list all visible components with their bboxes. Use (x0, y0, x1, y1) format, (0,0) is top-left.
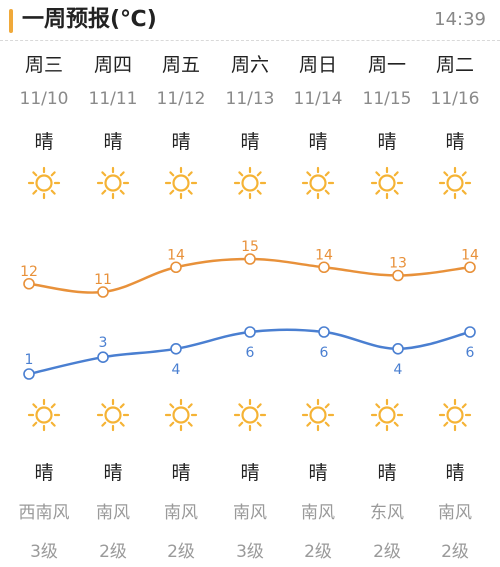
date-label: 11/11 (88, 89, 138, 109)
day-condition: 晴 (308, 131, 328, 153)
night-condition: 晴 (34, 462, 54, 484)
day-condition: 晴 (240, 131, 260, 153)
weekday-label: 周五 (161, 54, 200, 76)
sun-icon (27, 166, 61, 200)
date-label: 11/13 (225, 89, 275, 109)
day-column: 周六 11/13 晴晴南风 3级 (216, 0, 284, 567)
sun-icon (164, 166, 198, 200)
sun-icon (370, 398, 404, 432)
sun-icon (301, 166, 335, 200)
sun-icon (370, 166, 404, 200)
weekday-label: 周四 (93, 54, 132, 76)
sun-icon (27, 398, 61, 432)
sun-icon (301, 398, 335, 432)
wind-direction: 南风 (96, 503, 130, 523)
wind-level: 2级 (373, 542, 401, 562)
sun-icon (96, 166, 130, 200)
day-column: 周二 11/16 晴晴南风 2级 (421, 0, 489, 567)
sun-icon (438, 398, 472, 432)
wind-level: 3级 (236, 542, 264, 562)
date-label: 11/15 (362, 89, 412, 109)
day-condition: 晴 (377, 131, 397, 153)
weekday-label: 周日 (298, 54, 337, 76)
weekday-label: 周六 (230, 54, 269, 76)
sun-icon (164, 398, 198, 432)
day-column: 周日 11/14 晴晴南风 2级 (284, 0, 352, 567)
wind-level: 2级 (99, 542, 127, 562)
sun-icon (438, 166, 472, 200)
status-time: 14:39 (434, 9, 486, 30)
wind-direction: 西南风 (18, 503, 70, 523)
day-condition: 晴 (34, 131, 54, 153)
header-accent-bar (9, 9, 13, 33)
day-condition: 晴 (445, 131, 465, 153)
night-condition: 晴 (308, 462, 328, 484)
date-label: 11/12 (156, 89, 206, 109)
wind-level: 3级 (30, 542, 58, 562)
night-condition: 晴 (240, 462, 260, 484)
weekday-label: 周一 (367, 54, 406, 76)
day-condition: 晴 (103, 131, 123, 153)
night-condition: 晴 (103, 462, 123, 484)
wind-level: 2级 (441, 542, 469, 562)
day-column: 周一 11/15 晴晴东风 2级 (353, 0, 421, 567)
wind-direction: 南风 (233, 503, 267, 523)
date-label: 11/14 (293, 89, 343, 109)
wind-level: 2级 (304, 542, 332, 562)
date-label: 11/10 (19, 89, 69, 109)
day-column: 周三 11/10 晴晴西南风 3级 (10, 0, 78, 567)
wind-direction: 东风 (370, 503, 404, 523)
date-label: 11/16 (430, 89, 480, 109)
night-condition: 晴 (445, 462, 465, 484)
night-condition: 晴 (171, 462, 191, 484)
wind-direction: 南风 (438, 503, 472, 523)
day-condition: 晴 (171, 131, 191, 153)
wind-direction: 南风 (164, 503, 198, 523)
day-column: 周四 11/11 晴晴南风 2级 (79, 0, 147, 567)
wind-direction: 南风 (301, 503, 335, 523)
weekday-label: 周三 (24, 54, 63, 76)
forecast-header: 一周预报(℃) 14:39 (0, 0, 500, 41)
sun-icon (233, 398, 267, 432)
page-title: 一周预报(℃) (22, 7, 157, 32)
day-column: 周五 11/12 晴晴南风 2级 (147, 0, 215, 567)
weekday-label: 周二 (435, 54, 474, 76)
sun-icon (233, 166, 267, 200)
wind-level: 2级 (167, 542, 195, 562)
sun-icon (96, 398, 130, 432)
night-condition: 晴 (377, 462, 397, 484)
